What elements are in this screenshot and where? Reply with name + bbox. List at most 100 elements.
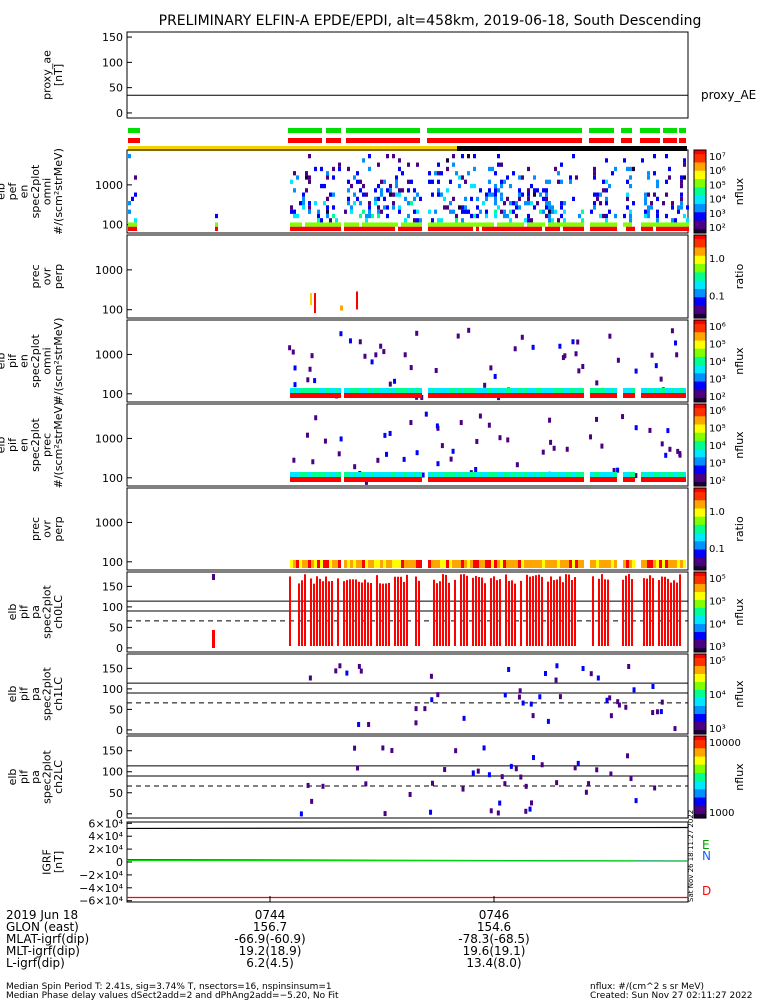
heatmap-cell bbox=[291, 349, 295, 355]
heatmap-cell bbox=[595, 380, 599, 386]
heatmap-cell bbox=[326, 213, 329, 219]
heatmap-cell bbox=[329, 393, 332, 398]
heatmap-cell bbox=[452, 162, 455, 167]
colorbar-label: nflux bbox=[733, 598, 746, 626]
colorbar-segment bbox=[694, 430, 706, 434]
heatmap-cell bbox=[560, 477, 563, 482]
colorbar-tick-label: 10⁴ bbox=[709, 690, 726, 701]
heatmap-cell bbox=[656, 209, 659, 214]
heatmap-cell bbox=[515, 226, 518, 231]
heatmap-cell bbox=[416, 226, 419, 231]
colorbar-segment bbox=[694, 728, 706, 731]
heatmap-cell bbox=[632, 472, 635, 477]
heatmap-cell bbox=[542, 196, 545, 202]
colorbar-segment bbox=[694, 426, 706, 430]
heatmap-cell bbox=[527, 188, 530, 193]
heatmap-cell bbox=[326, 196, 329, 202]
heatmap-cell bbox=[368, 472, 371, 477]
heatmap-cell bbox=[310, 293, 312, 306]
colorbar-segment bbox=[694, 324, 706, 327]
heatmap-cell bbox=[515, 477, 518, 482]
heatmap-cell bbox=[362, 183, 365, 189]
colorbar-segment bbox=[694, 418, 706, 421]
heatmap-cell bbox=[578, 393, 581, 398]
heatmap-cell bbox=[629, 209, 632, 214]
heatmap-cell bbox=[563, 388, 566, 393]
heatmap-cell bbox=[491, 226, 494, 231]
heatmap-cell bbox=[503, 201, 506, 206]
heatmap-cell bbox=[389, 192, 392, 197]
heatmap-cell bbox=[362, 158, 365, 163]
colorbar-segment bbox=[694, 371, 706, 374]
heatmap-cell bbox=[356, 765, 360, 771]
colorbar-segment bbox=[694, 249, 706, 253]
colorbar-segment bbox=[694, 650, 706, 653]
heatmap-cell bbox=[536, 393, 539, 398]
colorbar-segment bbox=[694, 557, 706, 561]
heatmap-cell bbox=[644, 393, 647, 398]
heatmap-cell bbox=[128, 226, 131, 231]
colorbar-segment bbox=[694, 781, 706, 784]
colorbar-segment bbox=[694, 391, 706, 395]
heatmap-cell bbox=[647, 477, 650, 482]
heatmap-cell bbox=[356, 291, 358, 310]
y-tick-label: −2×10⁴ bbox=[79, 869, 123, 882]
y-axis-label: #/(scm²strMeV) bbox=[52, 318, 65, 405]
heatmap-cell bbox=[671, 393, 674, 398]
heatmap-cell bbox=[431, 179, 434, 184]
heatmap-cell bbox=[454, 748, 458, 754]
heatmap-cell bbox=[531, 344, 535, 350]
colorbar-segment bbox=[694, 467, 706, 471]
colorbar-segment bbox=[694, 342, 706, 346]
heatmap-cell bbox=[296, 226, 299, 231]
heatmap-cell bbox=[569, 388, 572, 393]
heatmap-cell bbox=[644, 560, 647, 568]
heatmap-cell bbox=[677, 477, 680, 482]
heatmap-cell bbox=[565, 446, 569, 452]
colorbar-segment bbox=[694, 356, 706, 360]
colorbar-segment bbox=[694, 584, 706, 587]
colorbar-tick-label: 10⁶ bbox=[709, 322, 726, 333]
flag-bar-red bbox=[326, 138, 341, 143]
heatmap-cell bbox=[548, 218, 551, 223]
heatmap-cell bbox=[326, 171, 329, 176]
heatmap-cell bbox=[356, 393, 359, 398]
heatmap-cell bbox=[359, 472, 362, 477]
heatmap-cell bbox=[357, 663, 361, 669]
heatmap-cell bbox=[548, 179, 551, 184]
heatmap-cell bbox=[593, 472, 596, 477]
heatmap-cell bbox=[674, 226, 677, 231]
heatmap-cell bbox=[311, 472, 314, 477]
heatmap-cell bbox=[476, 222, 479, 227]
colorbar-segment bbox=[694, 381, 706, 385]
heatmap-cell bbox=[494, 171, 497, 176]
heatmap-cell bbox=[395, 472, 398, 477]
heatmap-cell bbox=[491, 393, 494, 398]
heatmap-cell bbox=[377, 209, 380, 214]
heatmap-cell bbox=[595, 416, 599, 422]
heatmap-cell bbox=[677, 205, 680, 210]
colorbar-segment bbox=[694, 320, 706, 323]
y-axis-label: [nT] bbox=[52, 851, 65, 873]
heatmap-cell bbox=[359, 213, 362, 219]
heatmap-cell bbox=[608, 333, 612, 339]
heatmap-cell bbox=[629, 222, 632, 227]
colorbar-segment bbox=[694, 440, 706, 444]
heatmap-cell bbox=[577, 368, 581, 374]
heatmap-cell bbox=[649, 575, 651, 646]
heatmap-cell bbox=[409, 365, 413, 371]
heatmap-cell bbox=[581, 477, 584, 482]
heatmap-cell bbox=[314, 226, 317, 231]
heatmap-cell bbox=[302, 201, 305, 206]
colorbar-segment bbox=[694, 744, 706, 747]
heatmap-cell bbox=[611, 393, 614, 398]
heatmap-cell bbox=[470, 472, 473, 477]
heatmap-cell bbox=[344, 560, 347, 568]
heatmap-cell bbox=[302, 196, 305, 202]
y-axis-label: prec bbox=[29, 517, 42, 541]
heatmap-cell bbox=[446, 477, 449, 482]
heatmap-cell bbox=[488, 472, 491, 477]
heatmap-cell bbox=[386, 560, 389, 568]
heatmap-cell bbox=[485, 472, 488, 477]
heatmap-cell bbox=[602, 472, 605, 477]
